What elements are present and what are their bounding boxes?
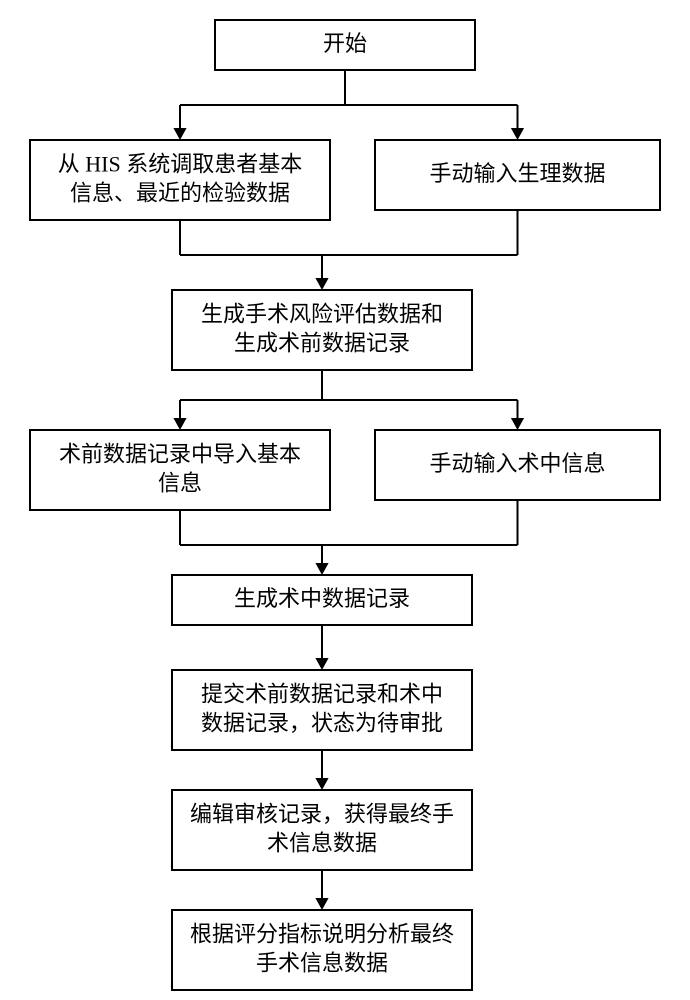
edge-4-arrow	[315, 658, 328, 670]
node-analyze-label-0: 根据评分指标说明分析最终	[190, 922, 454, 947]
edge-1-arrow	[315, 278, 328, 290]
node-import_pre-label-1: 信息	[158, 470, 202, 495]
edge-0-left-arrow	[173, 128, 186, 140]
edge-3-arrow	[315, 563, 328, 575]
edge-2-left-arrow	[173, 418, 186, 430]
node-import_pre-label-0: 术前数据记录中导入基本	[59, 442, 301, 467]
node-manual_intra-label-0: 手动输入术中信息	[429, 451, 605, 476]
node-gen_risk-label-1: 生成术前数据记录	[234, 330, 410, 355]
node-start-label-0: 开始	[323, 31, 367, 56]
node-manual_phys-label-0: 手动输入生理数据	[429, 161, 605, 186]
edge-0-right-arrow	[511, 128, 524, 140]
edge-5-arrow	[315, 778, 328, 790]
edge-2-right-arrow	[511, 418, 524, 430]
node-edit_review-label-0: 编辑审核记录，获得最终手	[190, 802, 454, 827]
edge-6-arrow	[315, 898, 328, 910]
node-submit-label-0: 提交术前数据记录和术中	[201, 682, 443, 707]
node-gen_intra-label-0: 生成术中数据记录	[234, 586, 410, 611]
node-gen_risk-label-0: 生成手术风险评估数据和	[201, 302, 443, 327]
node-analyze-label-1: 手术信息数据	[256, 950, 388, 975]
node-submit-label-1: 数据记录，状态为待审批	[201, 710, 443, 735]
node-his-label-1: 信息、最近的检验数据	[70, 180, 290, 205]
node-edit_review-label-1: 术信息数据	[267, 830, 377, 855]
node-his-label-0: 从 HIS 系统调取患者基本	[58, 152, 302, 177]
